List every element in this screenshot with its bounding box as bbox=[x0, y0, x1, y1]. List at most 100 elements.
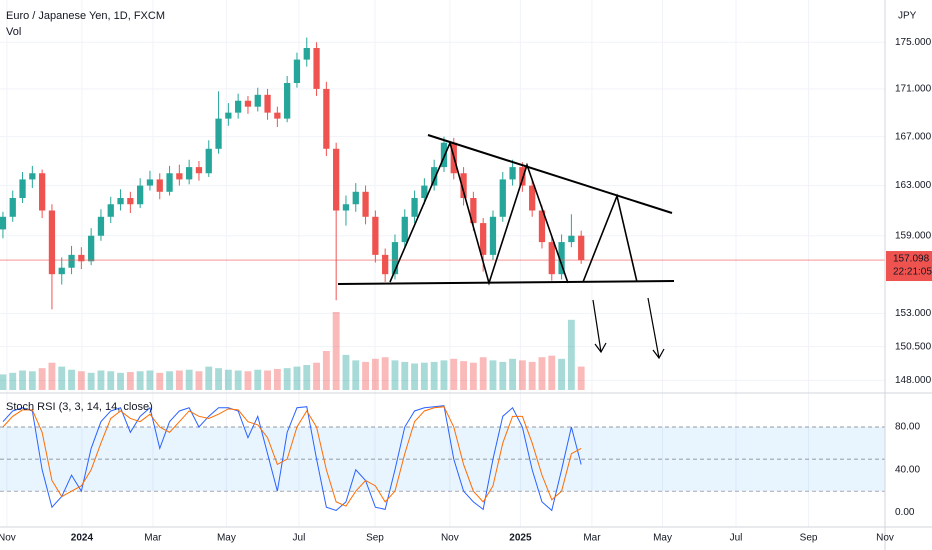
volume-bar bbox=[332, 312, 340, 390]
volume-bar bbox=[117, 372, 124, 390]
arrow bbox=[647, 297, 660, 359]
volume-bar bbox=[28, 371, 36, 390]
x-tick-label: May bbox=[217, 533, 236, 544]
y-tick-label: 40.00 bbox=[895, 464, 920, 475]
candle-body bbox=[166, 173, 173, 192]
volume-bar bbox=[577, 366, 585, 390]
volume-bar bbox=[166, 371, 173, 390]
candle-body bbox=[431, 167, 438, 186]
candle-body bbox=[78, 254, 85, 262]
indicator-title: Stoch RSI (3, 3, 14, 14, close) bbox=[6, 401, 153, 413]
volume-bar bbox=[391, 360, 399, 390]
candle-body bbox=[519, 167, 526, 186]
volume-bar bbox=[107, 371, 115, 390]
volume-bar bbox=[9, 372, 17, 390]
y-tick-label: 167.000 bbox=[895, 131, 932, 142]
chart-title: Euro / Japanese Yen, 1D, FXCM bbox=[6, 10, 165, 22]
trend-line bbox=[337, 280, 675, 285]
y-tick-label: 159.000 bbox=[895, 230, 932, 241]
candle-body bbox=[480, 223, 487, 255]
volume-bar bbox=[175, 370, 183, 390]
volume-bar bbox=[38, 368, 46, 390]
y-tick-label: 163.000 bbox=[895, 180, 932, 191]
arrow-head bbox=[594, 342, 607, 354]
candle-body bbox=[303, 48, 310, 60]
stoch-line bbox=[2, 405, 582, 512]
volume-bar bbox=[136, 371, 144, 390]
x-tick-label: Nov bbox=[876, 533, 894, 544]
candle-body bbox=[352, 191, 359, 205]
volume-bar bbox=[77, 371, 85, 390]
volume-bar bbox=[518, 360, 526, 390]
candle-body bbox=[195, 167, 203, 174]
volume-bar bbox=[58, 366, 66, 390]
zigzag bbox=[582, 193, 638, 283]
candle-body bbox=[0, 216, 7, 230]
x-tick-label: 2024 bbox=[71, 533, 94, 544]
candle-body bbox=[323, 88, 330, 149]
volume-bar bbox=[146, 370, 154, 390]
candle-body bbox=[411, 198, 418, 217]
y-tick-label: 150.500 bbox=[895, 341, 932, 352]
x-tick-label: 2025 bbox=[509, 533, 532, 544]
grid bbox=[0, 0, 886, 527]
y-tick-label: 153.000 bbox=[895, 308, 932, 319]
candle-body bbox=[215, 118, 222, 149]
candle-body bbox=[342, 204, 350, 211]
volume-bar bbox=[244, 371, 252, 390]
candle-body bbox=[146, 179, 154, 186]
candle-body bbox=[440, 142, 448, 168]
candle-body bbox=[48, 210, 56, 275]
volume-bar bbox=[342, 354, 350, 390]
candle-body bbox=[499, 179, 506, 217]
volume-bar bbox=[126, 372, 134, 390]
volume-bar bbox=[195, 371, 203, 390]
volume-bar bbox=[97, 370, 105, 390]
volume-bar bbox=[528, 361, 536, 390]
candle-body bbox=[401, 216, 408, 243]
candle-body bbox=[529, 185, 536, 211]
countdown: 22:21:05 bbox=[893, 267, 932, 278]
volume-bar bbox=[362, 361, 369, 390]
volume-label: Vol bbox=[6, 26, 21, 38]
candle-body bbox=[313, 48, 320, 89]
volume-bar bbox=[548, 355, 556, 390]
x-tick-label: Sep bbox=[366, 533, 384, 544]
volume-bar bbox=[185, 369, 193, 390]
volume-bar bbox=[19, 370, 26, 390]
candle-body bbox=[548, 242, 555, 275]
candle-body bbox=[538, 210, 546, 243]
x-tick-label: Sep bbox=[800, 533, 818, 544]
volume-bar bbox=[352, 360, 360, 390]
y-tick-label: 171.000 bbox=[895, 84, 932, 95]
volume-bar bbox=[381, 357, 389, 390]
candle-body bbox=[235, 100, 242, 113]
candle-body bbox=[254, 94, 261, 107]
drawings bbox=[337, 134, 675, 360]
candle-body bbox=[137, 185, 144, 205]
volume-bar bbox=[254, 369, 262, 390]
volume-bar bbox=[48, 362, 56, 390]
marks bbox=[0, 37, 885, 512]
x-tick-label: Mar bbox=[583, 533, 601, 544]
candle-body bbox=[244, 100, 252, 107]
candle-body bbox=[9, 198, 16, 217]
volume-bar bbox=[460, 361, 468, 390]
candle-body bbox=[372, 216, 379, 255]
candle-body bbox=[470, 198, 477, 224]
y-tick-label: 0.00 bbox=[895, 507, 915, 518]
volume-bar bbox=[567, 319, 575, 390]
currency: JPY bbox=[898, 11, 917, 22]
volume-bar bbox=[440, 360, 448, 390]
candle-body bbox=[19, 179, 26, 199]
volume-bar bbox=[371, 358, 379, 390]
volume-bar bbox=[509, 358, 517, 390]
volume-bar bbox=[303, 365, 311, 390]
volume-bar bbox=[313, 362, 320, 390]
volume-bar bbox=[68, 369, 75, 390]
volume-bar bbox=[430, 361, 438, 390]
candle-body bbox=[578, 235, 585, 261]
candle-body bbox=[176, 173, 183, 180]
candle-body bbox=[421, 185, 428, 199]
